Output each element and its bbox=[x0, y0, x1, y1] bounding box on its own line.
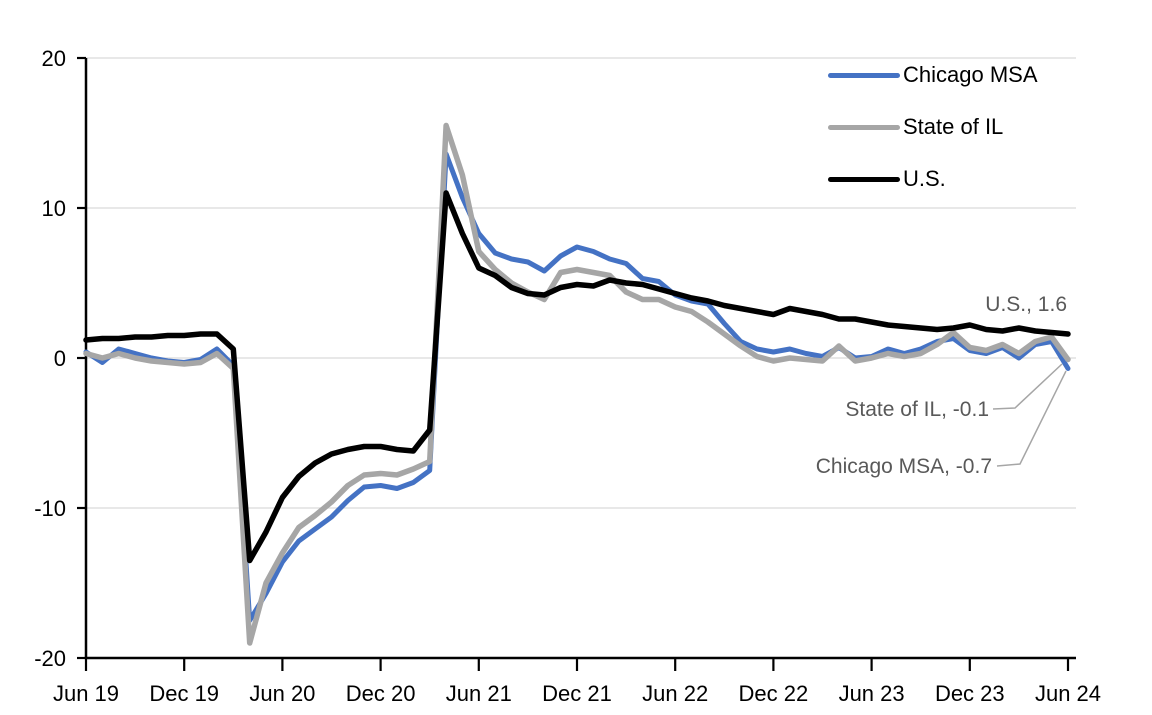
annotation-label-state-of-il: State of IL, -0.1 bbox=[845, 398, 989, 421]
y-tick-label--20: -20 bbox=[34, 646, 66, 671]
y-tick-label-0: 0 bbox=[54, 346, 66, 371]
y-tick-label--10: -10 bbox=[34, 496, 66, 521]
y-tick-label-20: 20 bbox=[42, 46, 66, 71]
series-line-u-s bbox=[83, 190, 1071, 564]
series-line-state-of-il bbox=[83, 122, 1071, 646]
annotation-leader-chicago-msa bbox=[996, 370, 1067, 467]
annotation-label-us: U.S., 1.6 bbox=[985, 293, 1067, 316]
x-tick-label-jun-20: Jun 20 bbox=[249, 681, 315, 706]
x-tick-label-jun-22: Jun 22 bbox=[642, 681, 708, 706]
annotation-leader-state-of-il bbox=[992, 363, 1063, 410]
x-tick-label-jun-24: Jun 24 bbox=[1035, 681, 1101, 706]
x-tick-label-dec-22: Dec 22 bbox=[739, 681, 809, 706]
x-tick-label-dec-19: Dec 19 bbox=[149, 681, 219, 706]
x-tick-label-dec-21: Dec 21 bbox=[542, 681, 612, 706]
x-tick-label-jun-19: Jun 19 bbox=[53, 681, 119, 706]
x-tick-label-jun-21: Jun 21 bbox=[446, 681, 512, 706]
x-tick-label-dec-20: Dec 20 bbox=[346, 681, 416, 706]
x-tick-label-jun-23: Jun 23 bbox=[839, 681, 905, 706]
y-tick-label-10: 10 bbox=[42, 196, 66, 221]
annotation-label-chicago-msa: Chicago MSA, -0.7 bbox=[816, 455, 992, 478]
x-tick-label-dec-23: Dec 23 bbox=[935, 681, 1005, 706]
